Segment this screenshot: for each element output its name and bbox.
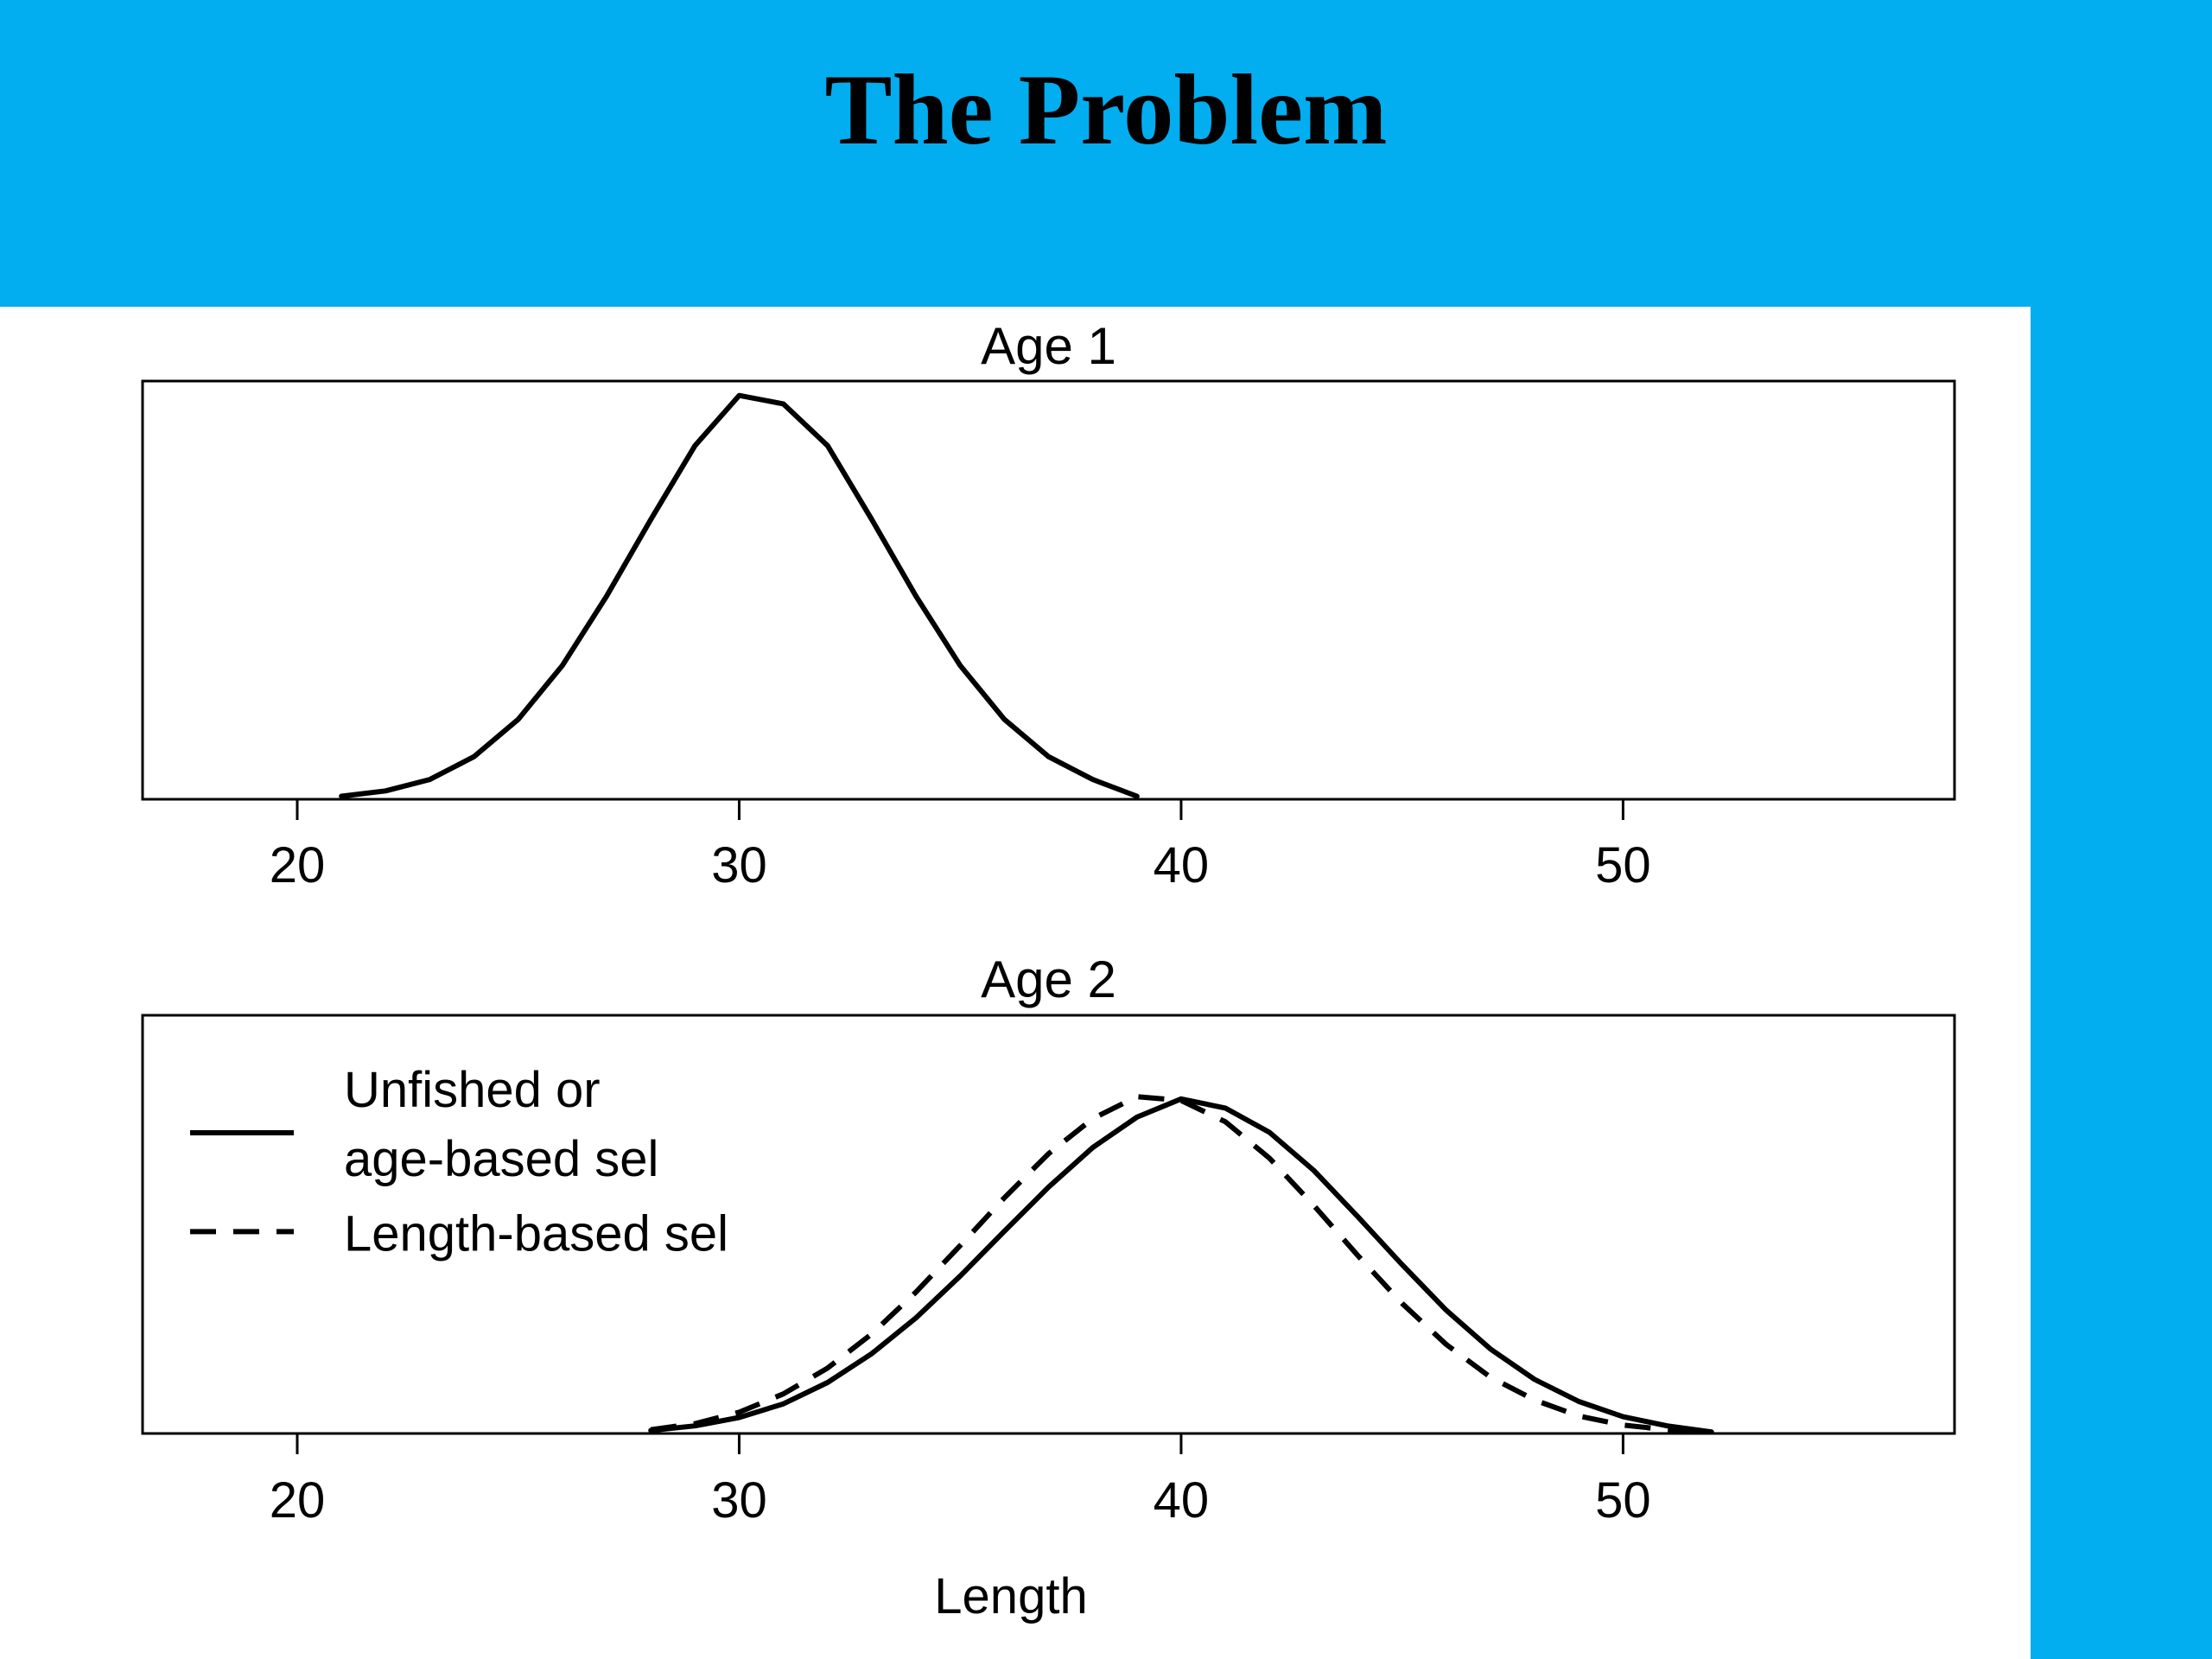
chart-panel: Age 1 20 30 40 50 Age 2 20 30 40 50 Length Unfished… (0, 307, 2031, 1659)
plot-frame-2 (141, 1014, 1956, 1435)
series-line-1-1 (339, 392, 1140, 799)
plot-frame-1 (141, 379, 1956, 801)
chart-svg: Age 1 20 30 40 50 Age 2 20 30 40 50 Length Unfished… (141, 317, 1956, 1624)
x-tick-label-1-40: 40 (1154, 837, 1210, 893)
series-line-2-2 (650, 1094, 1712, 1435)
chart-title-2: Age 2 (981, 950, 1116, 1008)
x-tick-label-1-50: 50 (1595, 837, 1651, 893)
x-tick-label-1-30: 30 (711, 837, 767, 893)
x-axis-label: Length (934, 1568, 1087, 1624)
legend-label-2-1: Length-based sel (344, 1205, 728, 1262)
series-line-2-1 (648, 1096, 1714, 1435)
x-tick-label-2-30: 30 (711, 1472, 767, 1529)
legend-label-1-2: age-based sel (344, 1131, 658, 1187)
legend-label-1-1: Unfished or (344, 1062, 601, 1118)
x-tick-label-1-20: 20 (270, 837, 326, 893)
x-tick-label-2-50: 50 (1595, 1472, 1651, 1529)
x-tick-label-2-40: 40 (1154, 1472, 1210, 1529)
chart-title-1: Age 1 (981, 317, 1116, 375)
slide-title: The Problem (824, 54, 1388, 166)
x-tick-label-2-20: 20 (270, 1472, 326, 1529)
